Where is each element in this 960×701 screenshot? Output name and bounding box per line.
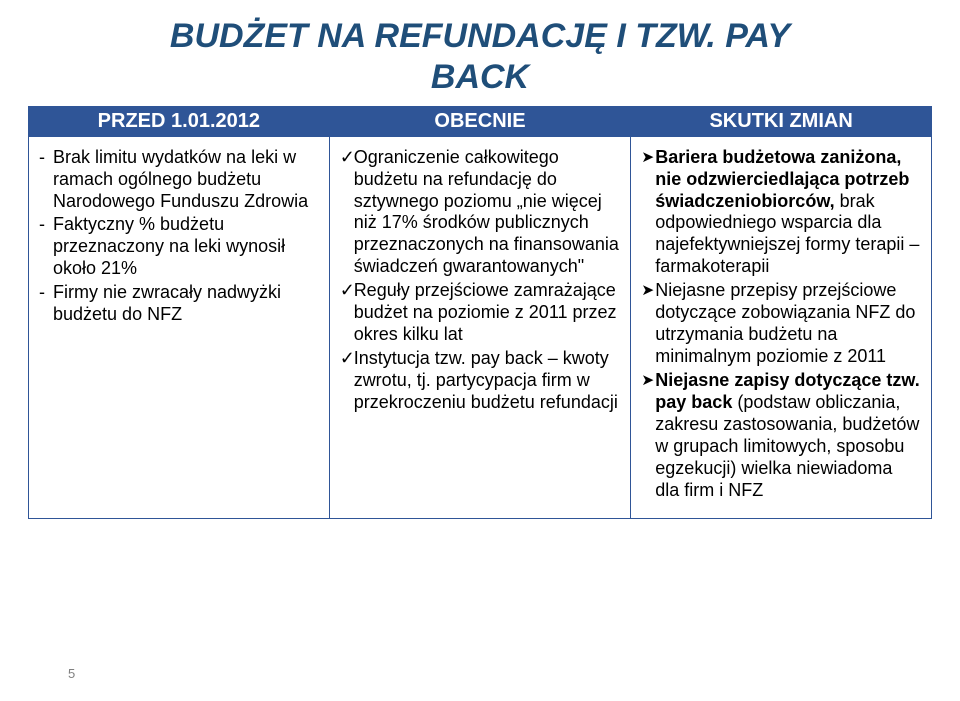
before-list: Brak limitu wydatków na leki w ramach og… [39,147,319,327]
header-row: PRZED 1.01.2012 OBECNIE SKUTKI ZMIAN [29,106,932,136]
list-item: Instytucja tzw. pay back – kwoty zwrotu,… [340,348,621,414]
page-number: 5 [68,666,75,681]
list-item: Reguły przejściowe zamrażające budżet na… [340,280,621,346]
body-row: Brak limitu wydatków na leki w ramach og… [29,136,932,518]
title-line-1: BUDŻET NA REFUNDACJĘ I TZW. PAY [28,16,932,57]
list-item: Faktyczny % budżetu przeznaczony na leki… [39,214,319,280]
header-before: PRZED 1.01.2012 [29,106,330,136]
header-effects: SKUTKI ZMIAN [631,106,932,136]
cell-effects: Bariera budżetowa zaniżona, nie odzwierc… [631,136,932,518]
cell-before: Brak limitu wydatków na leki w ramach og… [29,136,330,518]
comparison-table: PRZED 1.01.2012 OBECNIE SKUTKI ZMIAN Bra… [28,106,932,519]
list-item: Brak limitu wydatków na leki w ramach og… [39,147,319,213]
text-span: Niejasne przepisy przejściowe dotyczące … [655,280,915,366]
list-item: Niejasne zapisy dotyczące tzw. pay back … [641,370,921,502]
list-item: Bariera budżetowa zaniżona, nie odzwierc… [641,147,921,279]
list-item: Firmy nie zwracały nadwyżki budżetu do N… [39,282,319,326]
header-now: OBECNIE [329,106,631,136]
list-item: Ograniczenie całkowitego budżetu na refu… [340,147,621,279]
now-list: Ograniczenie całkowitego budżetu na refu… [340,147,621,414]
title-line-2: BACK [28,57,932,98]
slide-title: BUDŻET NA REFUNDACJĘ I TZW. PAY BACK [28,16,932,98]
cell-now: Ograniczenie całkowitego budżetu na refu… [329,136,631,518]
list-item: Niejasne przepisy przejściowe dotyczące … [641,280,921,368]
effects-list: Bariera budżetowa zaniżona, nie odzwierc… [641,147,921,502]
